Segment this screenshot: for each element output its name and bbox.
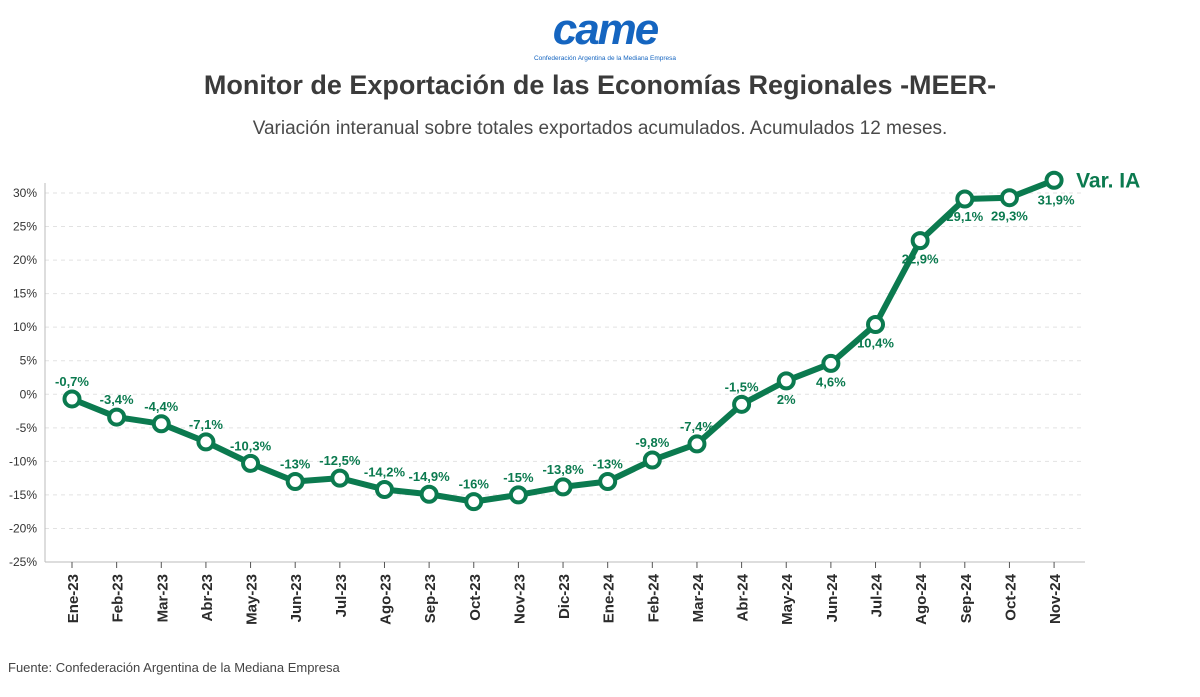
data-label: -0,7% <box>55 374 89 389</box>
data-point <box>1044 170 1064 190</box>
came-logo: came Confederación Argentina de la Media… <box>534 5 676 62</box>
x-tick-label: Abr-24 <box>735 573 752 621</box>
data-point <box>866 314 886 334</box>
data-point <box>374 480 394 500</box>
y-tick-label: -25% <box>9 555 37 569</box>
x-tick-label: Ene-23 <box>65 574 82 623</box>
y-tick-label: -5% <box>16 421 38 435</box>
data-point <box>330 468 350 488</box>
source-note: Fuente: Confederación Argentina de la Me… <box>8 660 340 675</box>
data-point <box>821 353 841 373</box>
data-point <box>732 394 752 414</box>
data-point <box>955 189 975 209</box>
data-point <box>241 453 261 473</box>
data-label: 22,9% <box>902 252 939 267</box>
data-label: -7,1% <box>189 417 223 432</box>
y-tick-label: 0% <box>20 387 38 401</box>
data-point <box>910 231 930 251</box>
y-tick-label: 20% <box>13 253 37 267</box>
data-label: -1,5% <box>725 379 759 394</box>
series-line-var-ia <box>69 177 1058 505</box>
data-point <box>196 432 216 452</box>
x-tick-label: Jun-24 <box>824 573 841 622</box>
data-point <box>107 407 127 427</box>
series-name-label: Var. IA <box>1076 169 1140 192</box>
data-label: -13% <box>280 456 311 471</box>
y-tick-label: 10% <box>13 320 37 334</box>
data-label: 29,1% <box>946 209 983 224</box>
x-tick-label: Mar-24 <box>690 573 707 622</box>
grid-lines <box>45 192 1085 563</box>
data-label: -3,4% <box>100 392 134 407</box>
data-label: -15% <box>503 470 534 485</box>
data-point <box>776 371 796 391</box>
data-labels: -0,7%-3,4% -4,4%-7,1%-10,3%-13% -12,5%-14,… <box>55 169 1140 491</box>
x-tick-label: Ene-24 <box>601 573 618 623</box>
data-label: -4,4% <box>144 399 178 414</box>
data-label: -14,2% <box>364 465 406 480</box>
y-tick-label: 5% <box>20 354 38 368</box>
x-tick-label: Jul-23 <box>333 574 350 617</box>
series-line <box>69 177 1058 505</box>
chart-subtitle: Variación interanual sobre totales expor… <box>252 118 948 139</box>
data-label: -9,8% <box>635 435 669 450</box>
x-tick-label: Feb-23 <box>110 574 127 622</box>
data-label: 2% <box>777 392 796 407</box>
x-tick-label: Dic-23 <box>556 574 573 619</box>
x-tick-label: Ago-23 <box>377 574 394 625</box>
data-label: -16% <box>459 477 490 492</box>
data-label: -12,5% <box>319 453 361 468</box>
data-point <box>642 450 662 470</box>
data-label: -14,9% <box>409 469 451 484</box>
x-tick-label: Mar-23 <box>154 574 171 622</box>
x-tick-label: Abr-23 <box>199 574 216 622</box>
x-tick-label: Jul-24 <box>869 573 886 617</box>
data-label: -13,8% <box>542 462 584 477</box>
x-tick-label: Nov-23 <box>511 574 528 624</box>
y-tick-label: -15% <box>9 488 37 502</box>
data-point <box>687 434 707 454</box>
data-point <box>464 492 484 512</box>
x-tick-label: May-24 <box>779 573 796 625</box>
line-chart: 30% 25% 20% 15% 10% 5% 0% -5% -10% -15% -20% -25% En… <box>9 169 1140 625</box>
data-label: 29,3% <box>991 209 1028 224</box>
data-label: -10,3% <box>230 438 272 453</box>
data-label: 31,9% <box>1038 192 1075 207</box>
x-tick-label: Oct-24 <box>1002 573 1019 620</box>
data-point <box>598 471 618 491</box>
data-label: -13% <box>593 456 624 471</box>
chart-title: Monitor de Exportación de las Economías … <box>203 70 997 100</box>
data-point <box>419 484 439 504</box>
y-tick-label: -10% <box>9 454 37 468</box>
logo-caption: Confederación Argentina de la Mediana Em… <box>534 55 676 62</box>
y-tick-label: 15% <box>13 287 37 301</box>
y-tick-label: -20% <box>9 521 37 535</box>
data-label: -7,4% <box>680 419 714 434</box>
data-point <box>999 188 1019 208</box>
data-label: 10,4% <box>857 335 894 350</box>
data-point <box>285 471 305 491</box>
logo-wordmark: came <box>553 5 659 54</box>
x-tick-label: Sep-23 <box>422 574 439 623</box>
data-point <box>62 389 82 409</box>
x-tick-label: Sep-24 <box>958 573 975 623</box>
data-points <box>62 170 1064 512</box>
x-tick-label: May-23 <box>244 574 261 625</box>
data-point <box>553 477 573 497</box>
y-tick-label: 25% <box>13 220 37 234</box>
x-tick-label: Feb-24 <box>645 573 662 622</box>
y-tick-label: 30% <box>13 186 37 200</box>
x-tick-label: Jun-23 <box>288 574 305 622</box>
data-label: 4,6% <box>816 374 846 389</box>
data-point <box>508 485 528 505</box>
x-tick-label: Ago-24 <box>913 573 930 624</box>
data-point <box>151 414 171 434</box>
x-tick-label: Oct-23 <box>467 574 484 621</box>
x-tick-label: Nov-24 <box>1047 573 1064 624</box>
axes: 30% 25% 20% 15% 10% 5% 0% -5% -10% -15% -20% -25% En… <box>9 183 1085 625</box>
